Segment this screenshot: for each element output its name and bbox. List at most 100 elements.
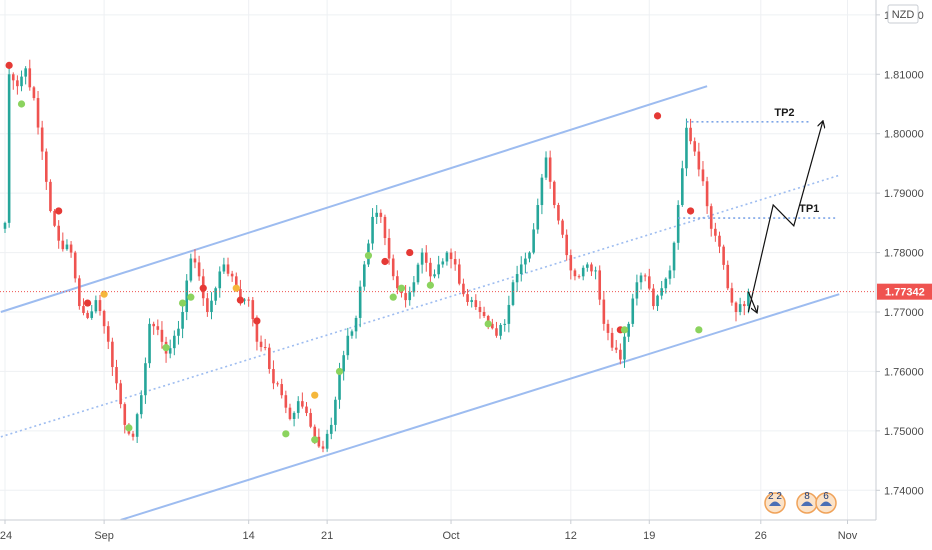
candle-body: [234, 276, 238, 290]
candle-body: [627, 323, 630, 337]
current-price-label: 1.77342: [885, 287, 925, 299]
candle-body: [375, 212, 378, 217]
candle-body: [135, 414, 139, 437]
channel-lower-line: [120, 293, 840, 521]
channel-mid-line: [0, 174, 840, 438]
candle-body: [610, 332, 614, 348]
indicator-badge-icon: [769, 501, 781, 506]
candle-body: [239, 289, 242, 301]
candle-body: [738, 304, 742, 312]
channel-upper-line: [0, 85, 708, 313]
candle-body: [631, 298, 635, 324]
candle-body: [259, 341, 263, 348]
candle-body: [697, 151, 701, 170]
candle-body: [139, 395, 143, 415]
candle-body: [660, 288, 663, 296]
candle-body: [714, 228, 717, 236]
swing-high-dot: [253, 317, 261, 325]
candles: [3, 59, 750, 453]
candle-body: [581, 267, 585, 277]
swing-low-dot: [389, 293, 397, 301]
candle-body: [594, 270, 597, 272]
candle-body: [689, 127, 692, 142]
candle-body: [441, 261, 445, 265]
candle-body: [524, 258, 527, 265]
candle-body: [445, 252, 449, 262]
candle-body: [144, 363, 147, 396]
candle-body: [214, 288, 217, 301]
time-axis[interactable]: 24 Sep 14 21 Oct 12 19 26 Nov: [0, 519, 932, 550]
swing-low-dot: [187, 293, 195, 301]
candle-body: [98, 300, 102, 311]
indicator-badge-label: 2 2: [768, 491, 782, 502]
candle-body: [185, 280, 189, 312]
candle-body: [429, 262, 432, 277]
candle-body: [334, 399, 337, 425]
swing-high-dot: [199, 284, 207, 292]
candle-body: [255, 319, 259, 342]
candle-body: [123, 404, 127, 425]
candle-body: [379, 212, 383, 217]
target-level-label: TP1: [799, 203, 819, 215]
candle-body: [478, 306, 482, 312]
candle-body: [45, 151, 48, 182]
candle-body: [181, 312, 184, 329]
candle-body: [321, 446, 325, 449]
candle-body: [726, 264, 730, 289]
candle-body: [354, 317, 358, 332]
indicator-badge: 6: [815, 491, 837, 514]
candle-body: [325, 433, 329, 449]
currency-label: NZD: [892, 9, 915, 21]
candle-body: [102, 310, 106, 327]
candle-body: [507, 304, 511, 324]
candle-body: [383, 216, 387, 239]
candle-body: [148, 323, 151, 364]
candle-body: [515, 274, 519, 283]
time-tick-label: 24: [0, 530, 12, 542]
candle-body: [301, 401, 304, 407]
candle-body: [156, 326, 160, 330]
candle-body: [623, 336, 626, 360]
swing-high-dot: [653, 112, 662, 120]
candle-body: [313, 426, 317, 437]
price-tick-label: 1.75000: [884, 426, 924, 438]
candle-body: [664, 278, 668, 289]
candle-body: [536, 205, 540, 230]
candle-body: [226, 264, 230, 274]
time-tick-label: 21: [321, 530, 333, 542]
candle-body: [197, 262, 201, 277]
candle-body: [11, 74, 15, 81]
currency-label-box: NZD: [887, 4, 919, 24]
grid: [0, 0, 876, 520]
price-axis[interactable]: 1.74000 1.75000 1.76000 1.77000 1.78000 1.790…: [875, 0, 932, 520]
candle-body: [73, 252, 77, 279]
candle-body: [486, 316, 490, 324]
candle-body: [206, 298, 209, 312]
candle-body: [528, 252, 531, 259]
current-price-tag-bg: [877, 283, 932, 300]
swing-low-dot: [282, 430, 290, 438]
candle-body: [742, 304, 746, 307]
indicator-badge-icon: [801, 501, 813, 506]
swing-low-dot: [426, 281, 434, 289]
candle-body: [24, 68, 27, 77]
candle-body: [598, 270, 602, 300]
candle-body: [358, 286, 362, 318]
swing-high-dot: [84, 299, 92, 307]
candle-body: [94, 300, 98, 312]
candle-body: [548, 157, 552, 182]
candle-body: [168, 348, 172, 354]
candle-body: [491, 323, 494, 329]
candle-body: [747, 291, 750, 307]
candle-body: [210, 300, 213, 312]
candle-body: [292, 412, 296, 419]
price-tick-label: 1.78000: [884, 248, 924, 260]
candle-body: [453, 259, 457, 265]
candle-body: [111, 341, 114, 368]
indicator-badges[interactable]: 2 2 8 6: [764, 491, 837, 514]
candle-body: [544, 157, 548, 178]
indicator-badge: 8: [796, 491, 818, 514]
candle-body: [474, 300, 478, 307]
indicator-badge-label: 6: [823, 491, 829, 502]
